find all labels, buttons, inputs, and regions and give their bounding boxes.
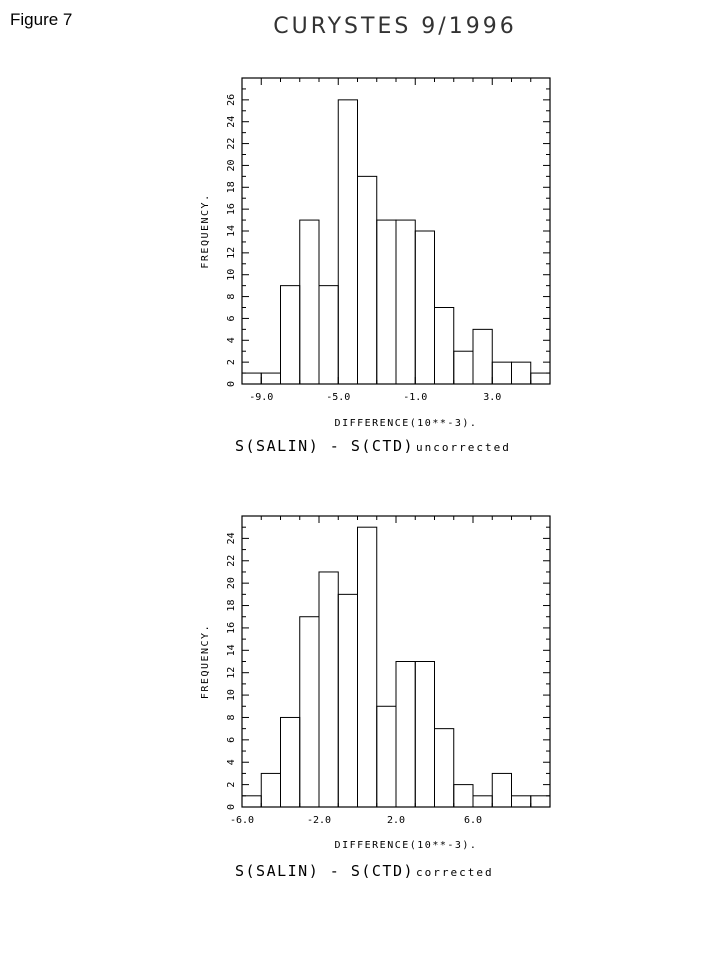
- histogram-bar: [395, 219, 416, 385]
- y-tick-label: 16: [226, 622, 237, 634]
- x-tick-label: 2.0: [387, 815, 405, 826]
- x-tick-label: 3.0: [483, 392, 501, 403]
- x-axis-label: DIFFERENCE(10**-3).: [335, 840, 478, 851]
- histogram-bar: [357, 175, 378, 385]
- chart-title: S(SALIN) - S(CTD) corrected: [235, 862, 494, 880]
- y-tick-label: 6: [226, 315, 237, 321]
- histogram-bar: [511, 361, 532, 385]
- histogram-bar: [337, 593, 358, 808]
- histogram-bar: [241, 372, 262, 385]
- histogram-bar: [491, 361, 512, 385]
- y-tick-label: 18: [226, 181, 237, 193]
- histogram-bar: [376, 705, 397, 808]
- histogram-bar: [414, 661, 435, 808]
- histogram-bar: [299, 616, 320, 808]
- chart-title: S(SALIN) - S(CTD) uncorrected: [235, 437, 511, 455]
- chart-title-suffix: corrected: [416, 866, 494, 879]
- y-tick-label: 2: [226, 359, 237, 365]
- histogram-bar: [530, 372, 551, 385]
- histogram-bar: [491, 772, 512, 808]
- histogram-bar: [280, 716, 301, 808]
- chart-uncorrected: -9.0 -5.0 -1.0 3.002468101214161820222426FR…: [200, 77, 551, 455]
- y-tick-label: 22: [226, 555, 237, 567]
- x-tick-label: -5.0: [326, 392, 350, 403]
- chart-title-main: S(SALIN) - S(CTD): [235, 862, 414, 880]
- y-tick-label: 0: [226, 804, 237, 810]
- y-tick-label: 0: [226, 381, 237, 387]
- histogram-bar: [453, 784, 474, 808]
- histogram-bar: [530, 795, 551, 808]
- y-tick-label: 22: [226, 138, 237, 150]
- x-tick-label: -1.0: [403, 392, 427, 403]
- x-tick-label: -2.0: [307, 815, 331, 826]
- histogram-bar: [395, 661, 416, 808]
- y-tick-label: 10: [226, 269, 237, 281]
- histogram-bar: [299, 219, 320, 385]
- y-tick-label: 16: [226, 203, 237, 215]
- y-axis-label: FREQUENCY.: [200, 624, 211, 699]
- histogram-bar: [376, 219, 397, 385]
- histogram-bar: [472, 795, 493, 808]
- figure-label: Figure 7: [10, 10, 73, 29]
- histogram-bar: [241, 795, 262, 808]
- histogram-bar: [414, 230, 435, 385]
- y-tick-label: 20: [226, 159, 237, 171]
- y-tick-label: 18: [226, 600, 237, 612]
- histogram-bar: [434, 728, 455, 808]
- y-tick-label: 26: [226, 94, 237, 106]
- y-tick-label: 4: [226, 337, 237, 343]
- histogram-bar: [453, 350, 474, 385]
- y-tick-label: 14: [226, 644, 237, 656]
- y-tick-label: 8: [226, 714, 237, 720]
- histogram-bar: [434, 307, 455, 385]
- y-axis-label: FREQUENCY.: [200, 193, 211, 268]
- histogram-bar: [280, 285, 301, 385]
- y-tick-label: 10: [226, 689, 237, 701]
- y-tick-label: 2: [226, 782, 237, 788]
- histogram-bar: [511, 795, 532, 808]
- chart-title-suffix: uncorrected: [416, 441, 511, 454]
- y-tick-label: 12: [226, 247, 237, 259]
- page-title: CURYSTES 9/1996: [273, 14, 517, 39]
- histogram-bar: [260, 772, 281, 808]
- chart-title-main: S(SALIN) - S(CTD): [235, 437, 414, 455]
- histogram-bar: [318, 285, 339, 385]
- y-tick-label: 6: [226, 737, 237, 743]
- histogram-bar: [472, 328, 493, 385]
- histogram-bar: [318, 571, 339, 808]
- x-axis-label: DIFFERENCE(10**-3).: [335, 418, 478, 429]
- histogram-bar: [357, 526, 378, 808]
- histogram-bar: [260, 372, 281, 385]
- y-tick-label: 8: [226, 294, 237, 300]
- x-tick-label: 6.0: [464, 815, 482, 826]
- y-tick-label: 24: [226, 532, 237, 544]
- chart-corrected: -6.0 -2.0 2.0 6.0024681012141618202224FREQU…: [200, 515, 551, 880]
- histogram-bar: [337, 99, 358, 385]
- y-tick-label: 14: [226, 225, 237, 237]
- y-tick-label: 24: [226, 116, 237, 128]
- y-tick-label: 20: [226, 577, 237, 589]
- x-tick-label: -9.0: [249, 392, 273, 403]
- y-tick-label: 12: [226, 667, 237, 679]
- x-tick-label: -6.0: [230, 815, 254, 826]
- y-tick-label: 4: [226, 759, 237, 765]
